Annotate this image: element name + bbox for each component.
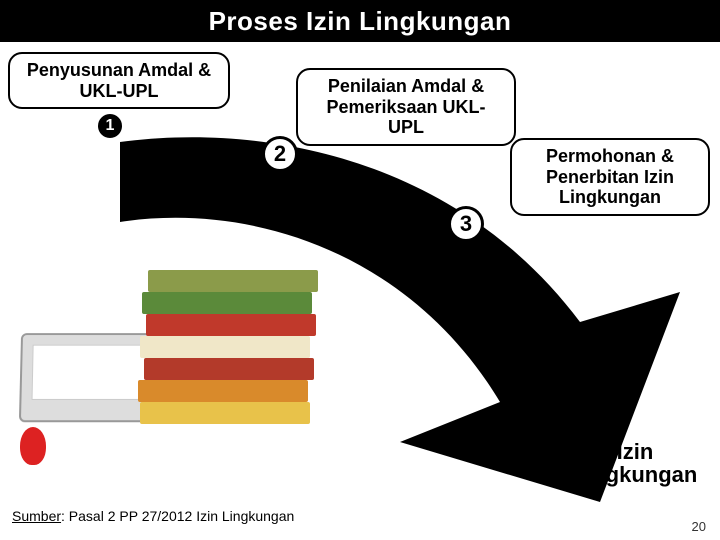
result-line2: Lingkungan [560, 463, 710, 486]
diagram-stage: Penyusunan Amdal & UKL-UPL 1 Penilaian A… [0, 42, 720, 540]
step-number-1: 1 [96, 112, 124, 140]
step-number-3: 3 [448, 206, 484, 242]
step-number-2: 2 [262, 136, 298, 172]
step-box-1: Penyusunan Amdal & UKL-UPL [8, 52, 230, 109]
source-label: Sumber [12, 508, 61, 524]
page-number: 20 [692, 519, 706, 534]
book-icon [140, 336, 310, 358]
step2-line2: Pemeriksaan UKL-UPL [310, 97, 502, 138]
step1-line2: UKL-UPL [22, 81, 216, 102]
step-box-3: Permohonan & Penerbitan Izin Lingkungan [510, 138, 710, 216]
source-text: : Pasal 2 PP 27/2012 Izin Lingkungan [61, 508, 294, 524]
step3-line2: Penerbitan Izin [524, 167, 696, 188]
step3-line1: Permohonan & [524, 146, 696, 167]
step-box-2: Penilaian Amdal & Pemeriksaan UKL-UPL [296, 68, 516, 146]
mouse-icon [20, 427, 46, 465]
step2-line1: Penilaian Amdal & [310, 76, 502, 97]
title-bar: Proses Izin Lingkungan [0, 0, 720, 42]
result-line1: Izin [560, 440, 710, 463]
book-icon [148, 270, 318, 292]
result-label: Izin Lingkungan [560, 440, 710, 486]
books-laptop-illustration [20, 252, 320, 452]
book-icon [146, 314, 316, 336]
source-citation: Sumber: Pasal 2 PP 27/2012 Izin Lingkung… [12, 508, 294, 524]
book-icon [142, 292, 312, 314]
book-icon [144, 358, 314, 380]
book-icon [138, 380, 308, 402]
page-title: Proses Izin Lingkungan [209, 6, 512, 37]
step3-line3: Lingkungan [524, 187, 696, 208]
book-icon [140, 402, 310, 424]
step1-line1: Penyusunan Amdal & [22, 60, 216, 81]
